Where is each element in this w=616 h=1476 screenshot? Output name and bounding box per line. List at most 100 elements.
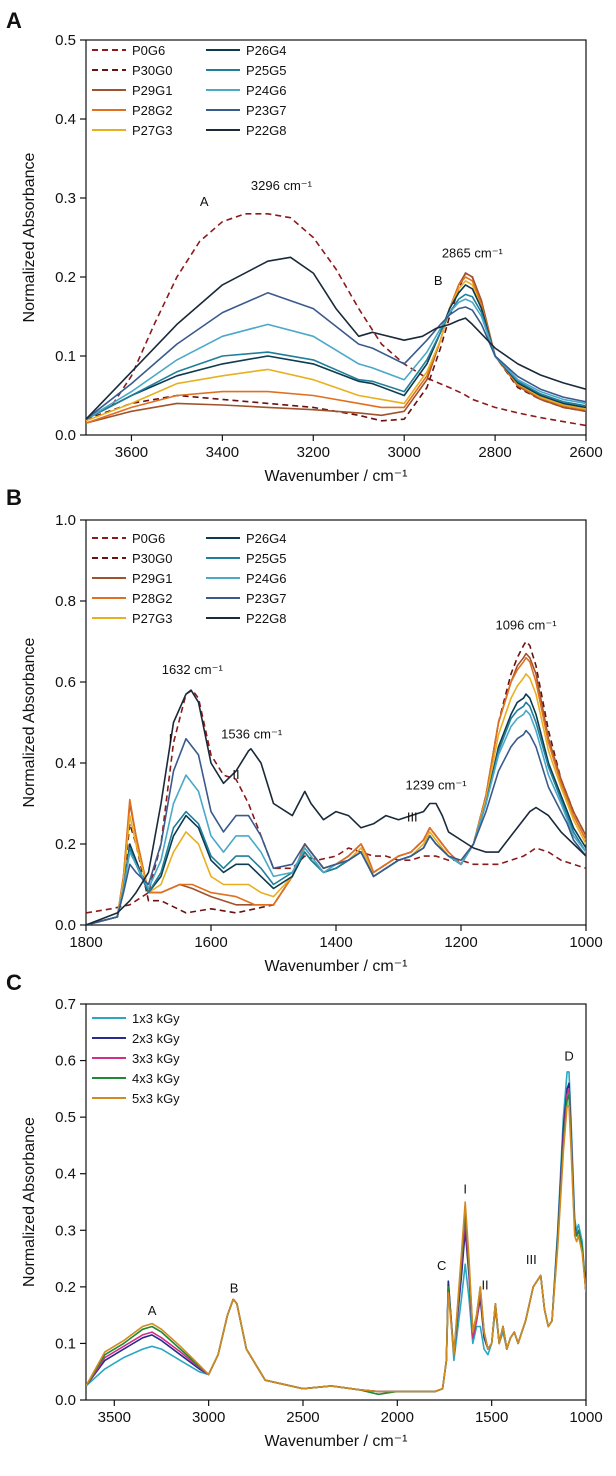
series-line-p29g1 xyxy=(86,272,586,424)
x-tick-label: 3600 xyxy=(115,444,148,461)
annotation-label: III xyxy=(407,810,418,825)
y-tick-label: 0.6 xyxy=(55,674,76,691)
legend-label: P30G0 xyxy=(132,551,172,566)
y-axis-title: Normalized Absorbance xyxy=(21,637,38,807)
y-tick-label: 0.0 xyxy=(55,917,76,934)
legend-label: P28G2 xyxy=(132,103,172,118)
legend-label: P23G7 xyxy=(246,103,286,118)
legend-label: 3x3 kGy xyxy=(132,1051,180,1066)
series-line-p28g2 xyxy=(86,656,586,925)
series-line-p22g8 xyxy=(86,689,586,925)
panel-letter: C xyxy=(6,970,22,995)
panel-letter: B xyxy=(6,485,22,510)
x-tick-label: 1000 xyxy=(569,934,602,951)
x-tick-label: 2000 xyxy=(381,1409,414,1426)
x-tick-label: 1000 xyxy=(569,1409,602,1426)
annotation-label: III xyxy=(526,1252,537,1267)
series-line-p23g7 xyxy=(86,291,586,420)
annotation-label: 2865 cm⁻¹ xyxy=(442,245,504,260)
annotation-label: 1632 cm⁻¹ xyxy=(162,662,224,677)
series-line-p26g4 xyxy=(86,693,586,925)
y-tick-label: 0.7 xyxy=(55,996,76,1013)
y-tick-label: 1.0 xyxy=(55,512,76,529)
y-tick-label: 0.3 xyxy=(55,1222,76,1239)
annotation-label: 1239 cm⁻¹ xyxy=(405,777,467,792)
series-line-p0g6 xyxy=(86,213,586,427)
x-axis-title: Wavenumber / cm⁻¹ xyxy=(265,958,408,975)
series-line-p30g0 xyxy=(86,272,586,422)
legend-label: P24G6 xyxy=(246,571,286,586)
legend-label: P24G6 xyxy=(246,83,286,98)
y-tick-label: 0.2 xyxy=(55,836,76,853)
legend-label: P22G8 xyxy=(246,123,286,138)
chart-panel-a: A 3600 3400 3200 3000 2800 2600 0.0 0.1 0.2 0.3 0.4… xyxy=(6,8,603,485)
x-tick-label: 1600 xyxy=(194,934,227,951)
x-tick-label: 3500 xyxy=(98,1409,131,1426)
annotation-label: I xyxy=(463,1182,467,1197)
series-line-p22g8 xyxy=(86,256,586,420)
chart-panel-c: C 3500 3000 2500 2000 1500 1000 0.0 0.1 0.2 0.3 0.4… xyxy=(6,970,603,1450)
y-tick-label: 0.0 xyxy=(55,1392,76,1409)
annotation-label: D xyxy=(564,1049,573,1064)
y-tick-label: 0.5 xyxy=(55,1109,76,1126)
chart-panel-b: B 1800 1600 1400 1200 1000 0.0 0.2 0.4 0.6 0.8 1.0 W… xyxy=(6,485,603,975)
x-tick-label: 2500 xyxy=(286,1409,319,1426)
legend-label: P0G6 xyxy=(132,531,165,546)
legend-label: P29G1 xyxy=(132,571,172,586)
annotation-label: A xyxy=(200,194,209,209)
annotation-label: II xyxy=(232,767,239,782)
x-tick-label: 3200 xyxy=(297,444,330,461)
legend-label: P25G5 xyxy=(246,551,286,566)
x-tick-label: 2800 xyxy=(478,444,511,461)
panel-letter: A xyxy=(6,8,22,33)
annotation-label: 3296 cm⁻¹ xyxy=(251,178,313,193)
legend-label: 4x3 kGy xyxy=(132,1071,180,1086)
legend-label: P27G3 xyxy=(132,123,172,138)
y-tick-label: 0.4 xyxy=(55,1166,76,1183)
legend-label: P0G6 xyxy=(132,43,165,58)
annotation-label: 1536 cm⁻¹ xyxy=(221,727,283,742)
legend-label: P29G1 xyxy=(132,83,172,98)
x-tick-label: 1800 xyxy=(69,934,102,951)
annotation-label: B xyxy=(230,1281,239,1296)
series-line-5x3-kgy xyxy=(86,1105,586,1393)
x-tick-label: 1400 xyxy=(319,934,352,951)
y-tick-label: 0.0 xyxy=(55,427,76,444)
series-line-1x3-kgy xyxy=(86,1071,586,1393)
legend-label: P26G4 xyxy=(246,531,286,546)
annotation-label: 1096 cm⁻¹ xyxy=(495,617,557,632)
annotation-label: I xyxy=(169,731,173,746)
y-axis-title: Normalized Absorbance xyxy=(21,152,38,322)
x-tick-label: 3000 xyxy=(192,1409,225,1426)
legend-label: 2x3 kGy xyxy=(132,1031,180,1046)
x-tick-label: 1200 xyxy=(444,934,477,951)
series-line-2x3-kgy xyxy=(86,1082,586,1393)
x-axis-title: Wavenumber / cm⁻¹ xyxy=(265,468,408,485)
legend-label: P25G5 xyxy=(246,63,286,78)
y-tick-label: 0.1 xyxy=(55,1335,76,1352)
annotation-label: II xyxy=(481,1278,488,1293)
y-axis-title: Normalized Absorbance xyxy=(21,1117,38,1287)
series-line-p27g3 xyxy=(86,673,586,925)
y-tick-label: 0.3 xyxy=(55,190,76,207)
plot-frame xyxy=(85,39,587,436)
x-tick-label: 1500 xyxy=(475,1409,508,1426)
legend-label: 5x3 kGy xyxy=(132,1091,180,1106)
y-tick-label: 0.1 xyxy=(55,348,76,365)
y-tick-label: 0.6 xyxy=(55,1053,76,1070)
series-line-3x3-kgy xyxy=(86,1088,586,1393)
legend-label: 1x3 kGy xyxy=(132,1011,180,1026)
y-tick-label: 0.4 xyxy=(55,111,76,128)
legend-label: P22G8 xyxy=(246,611,286,626)
x-tick-label: 2600 xyxy=(569,444,602,461)
y-tick-label: 0.5 xyxy=(55,32,76,49)
legend-label: P30G0 xyxy=(132,63,172,78)
annotation-label: A xyxy=(148,1303,157,1318)
series-line-p25g5 xyxy=(86,701,586,925)
x-tick-label: 3000 xyxy=(387,444,420,461)
legend-label: P23G7 xyxy=(246,591,286,606)
legend-label: P26G4 xyxy=(246,43,286,58)
y-tick-label: 0.2 xyxy=(55,1279,76,1296)
legend-label: P28G2 xyxy=(132,591,172,606)
